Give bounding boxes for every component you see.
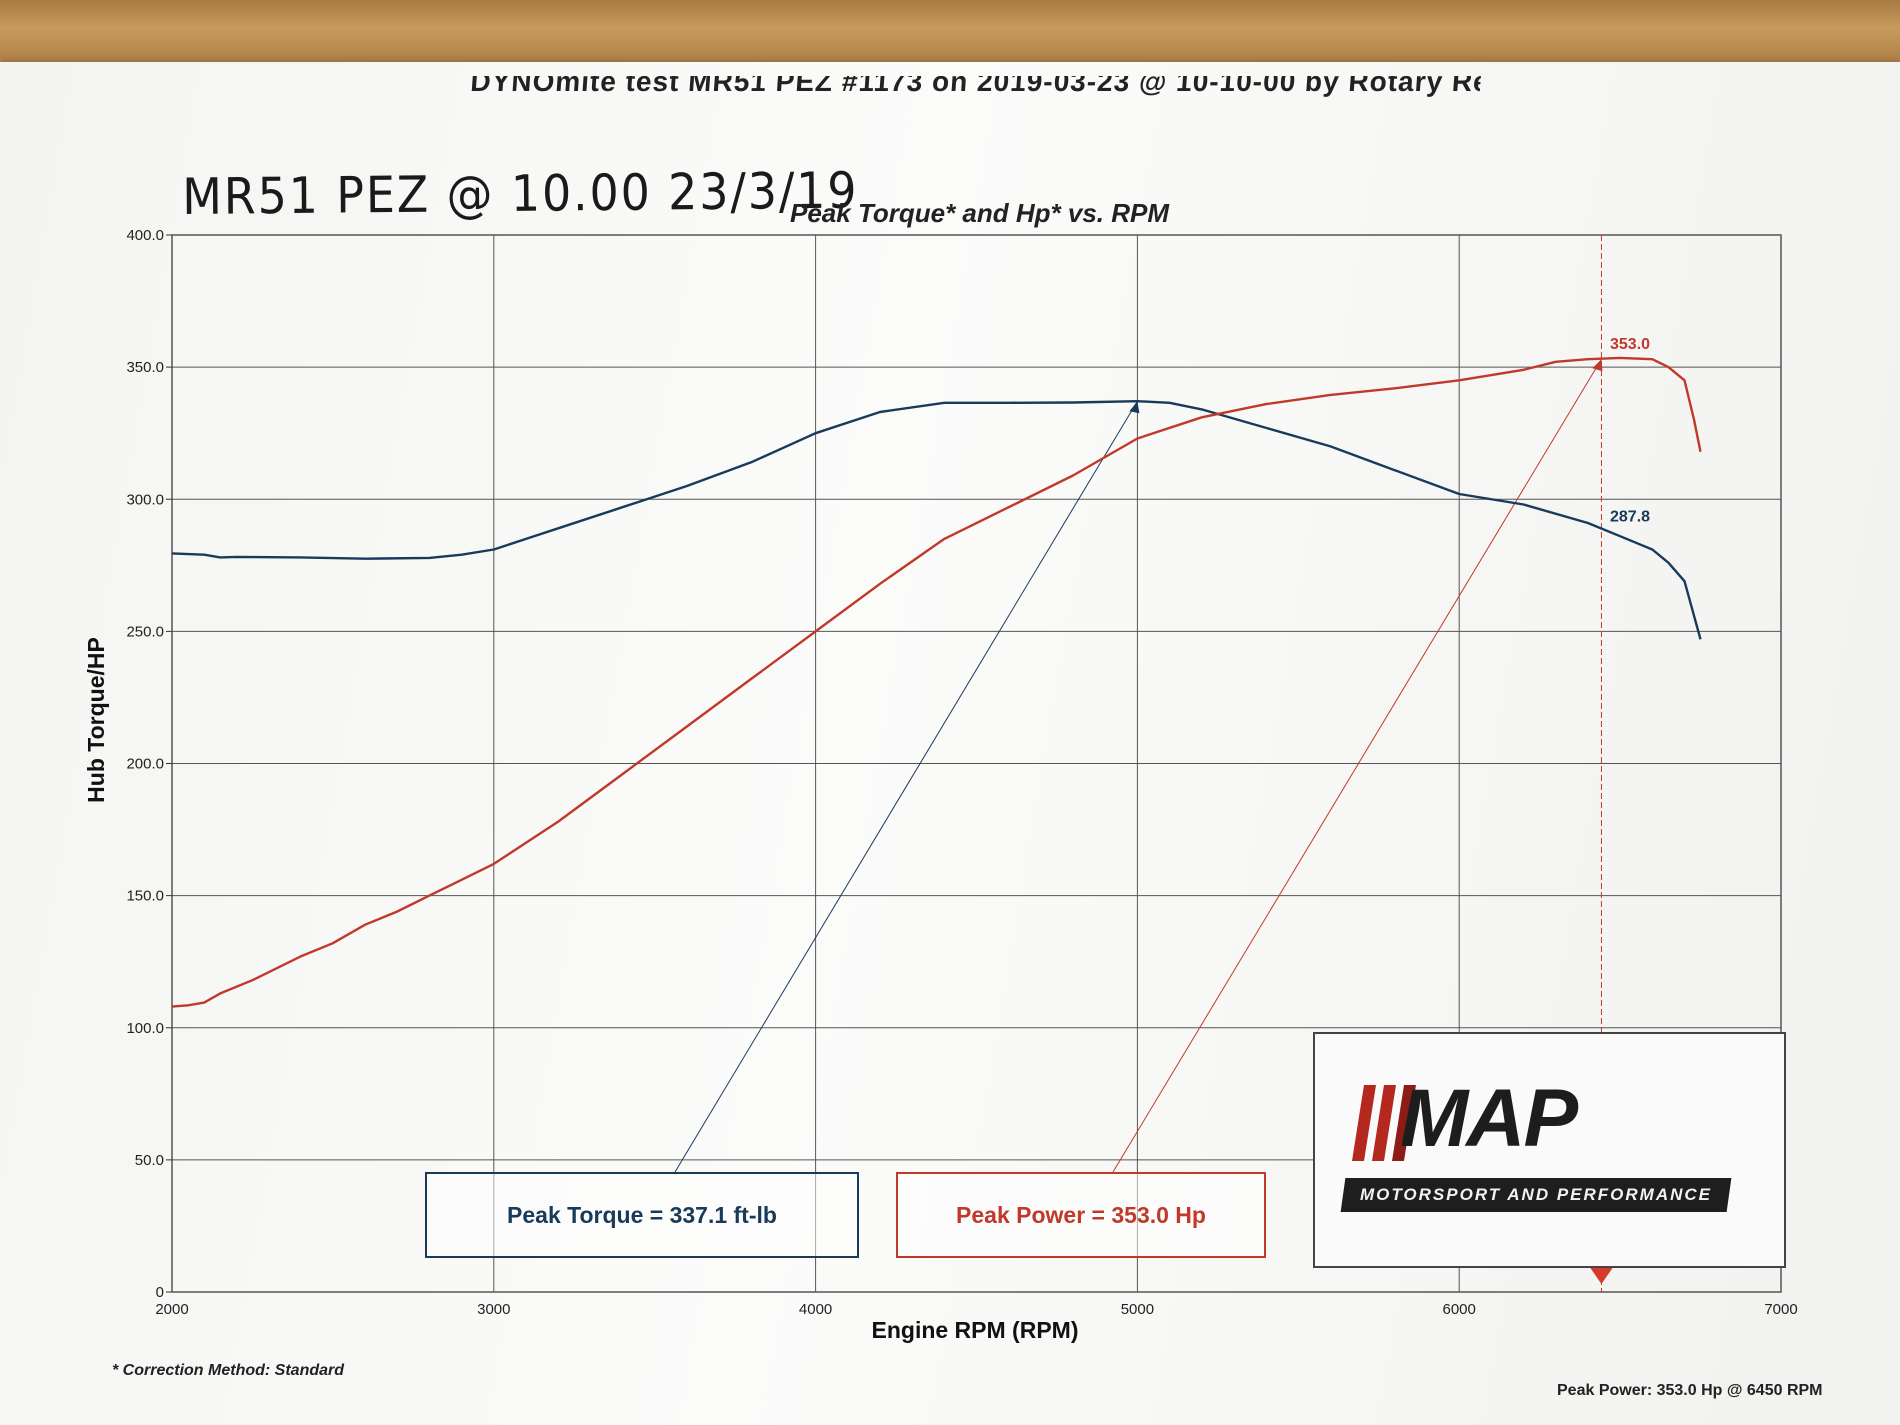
y-tick-label: 50.0 (135, 1152, 164, 1169)
map-logo-text: MAP (1400, 1073, 1578, 1164)
x-tick-label: 5000 (1121, 1301, 1154, 1318)
x-axis-ticks: 2000 3000 4000 5000 6000 7000 (155, 1301, 1797, 1318)
y-tick-label: 300.0 (126, 491, 164, 508)
torque-series-line (171, 400, 1702, 640)
peak-power-box: Peak Power = 353.0 Hp (896, 1172, 1266, 1258)
x-tick-label: 3000 (477, 1301, 510, 1318)
y-tick-label: 350.0 (126, 359, 164, 376)
power-series-line (171, 356, 1702, 1008)
power-leader-arrow (1592, 359, 1603, 372)
x-tick-label: 6000 (1443, 1301, 1476, 1318)
grid-lines (171, 234, 1782, 1293)
y-tick-label: 250.0 (126, 623, 164, 640)
peak-power-label: Peak Power = 353.0 Hp (956, 1201, 1206, 1228)
y-tick-label: 200.0 (126, 756, 164, 773)
y-axis-ticks: 0 50.0 100.0 150.0 200.0 250.0 300.0 350.0 400.0 (126, 227, 172, 1301)
power-leader-line (1112, 358, 1602, 1173)
annotations: 353.0 287.8 (1610, 336, 1650, 525)
power-value-label: 353.0 (1610, 336, 1650, 353)
y-tick-label: 150.0 (126, 888, 164, 905)
x-axis-title: Engine RPM (RPM) (872, 1317, 1079, 1343)
torque-value-label: 287.8 (1610, 508, 1650, 525)
peak-power-footer: Peak Power: 353.0 Hp @ 6450 RPM (1557, 1382, 1823, 1399)
x-tick-label: 4000 (799, 1301, 832, 1318)
torque-leader-arrow (1129, 401, 1140, 414)
y-tick-label: 400.0 (126, 227, 164, 244)
x-tick-label: 7000 (1764, 1301, 1797, 1318)
correction-footnote: * Correction Method: Standard (112, 1362, 345, 1379)
map-logo-box (1313, 1032, 1786, 1268)
map-logo-tagline: MOTORSPORT AND PERFORMANCE (1359, 1185, 1713, 1204)
map-logo-tagline-banner: MOTORSPORT AND PERFORMANCE (1340, 1178, 1732, 1212)
torque-leader-line (674, 400, 1138, 1173)
series-lines (171, 356, 1702, 1008)
x-tick-label: 2000 (155, 1301, 188, 1318)
peak-torque-box: Peak Torque = 337.1 ft-lb (425, 1172, 859, 1258)
y-axis-title: Hub Torque/HP (83, 637, 109, 803)
map-logo-stripes-icon (1352, 1085, 1416, 1161)
peak-torque-label: Peak Torque = 337.1 ft-lb (507, 1201, 777, 1228)
y-tick-label: 100.0 (126, 1020, 164, 1037)
y-tick-label: 0 (156, 1284, 164, 1301)
chart-title: Peak Torque* and Hp* vs. RPM (790, 198, 1170, 228)
